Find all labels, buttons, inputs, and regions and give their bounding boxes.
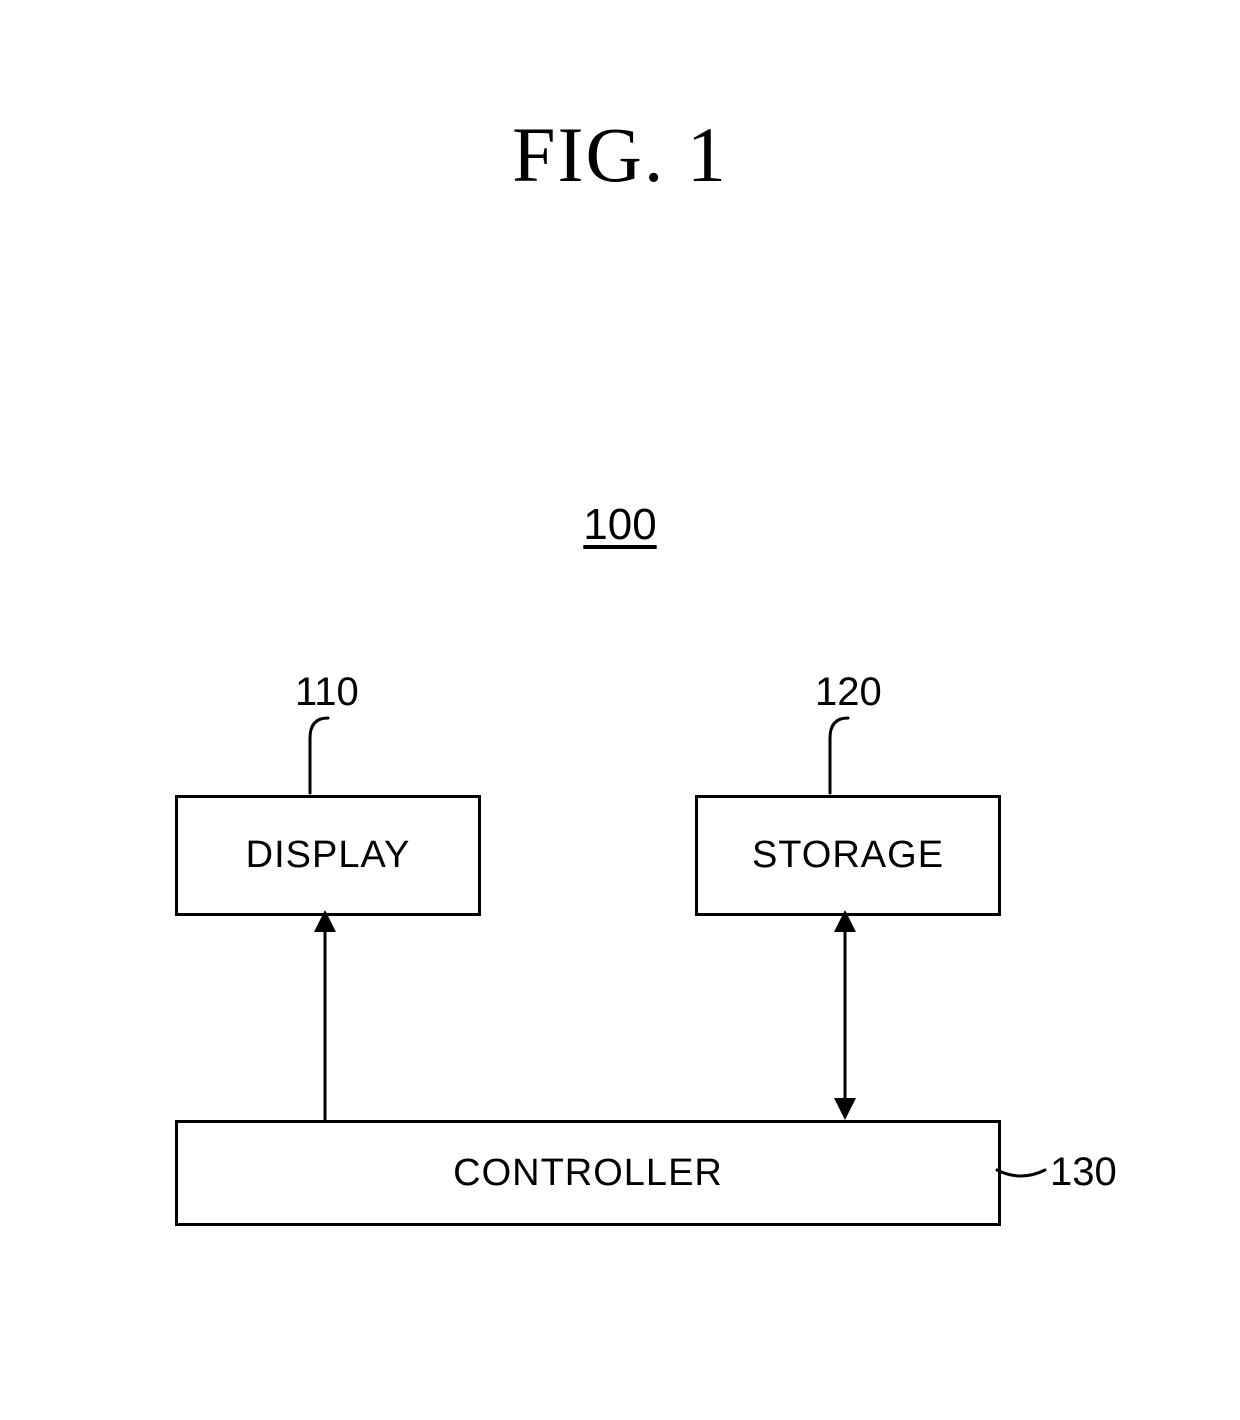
storage-block-label: STORAGE: [752, 834, 944, 877]
display-block: DISPLAY: [175, 795, 481, 916]
storage-ref-number: 120: [815, 670, 882, 715]
display-block-label: DISPLAY: [246, 834, 411, 877]
arrow-display-controller: [314, 910, 336, 1120]
lead-line-controller: [997, 1170, 1045, 1176]
system-reference-number: 100: [0, 500, 1240, 550]
controller-block-label: CONTROLLER: [453, 1152, 723, 1195]
controller-ref-number: 130: [1050, 1150, 1117, 1195]
figure-title: FIG. 1: [0, 110, 1240, 200]
arrow-storage-controller: [834, 910, 856, 1120]
display-ref-number: 110: [295, 670, 359, 715]
lead-line-storage: [830, 718, 848, 793]
controller-block: CONTROLLER: [175, 1120, 1001, 1226]
diagram-canvas: FIG. 1 100 DISPLAY 110 STORAGE 120 CONTR…: [0, 0, 1240, 1420]
lead-line-display: [310, 718, 328, 793]
storage-block: STORAGE: [695, 795, 1001, 916]
